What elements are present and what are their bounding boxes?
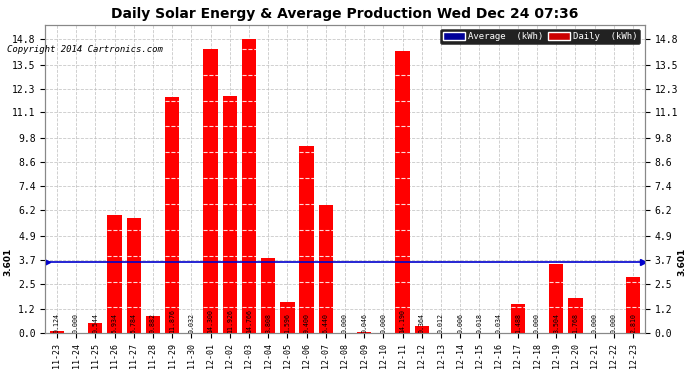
Text: Copyright 2014 Cartronics.com: Copyright 2014 Cartronics.com xyxy=(7,45,163,54)
Text: 0.000: 0.000 xyxy=(342,313,348,333)
Bar xyxy=(108,215,121,333)
Text: 6.440: 6.440 xyxy=(323,313,329,333)
Bar xyxy=(357,332,371,333)
Text: 2.810: 2.810 xyxy=(630,313,636,333)
Bar xyxy=(204,49,218,333)
Text: 1.488: 1.488 xyxy=(515,313,521,333)
Text: 3.601: 3.601 xyxy=(678,248,687,276)
Bar xyxy=(165,97,179,333)
Text: 11.926: 11.926 xyxy=(227,309,233,333)
Bar xyxy=(241,39,256,333)
Text: 1.768: 1.768 xyxy=(573,313,578,333)
Bar xyxy=(415,326,429,333)
Text: 14.766: 14.766 xyxy=(246,309,252,333)
Bar xyxy=(549,264,564,333)
Bar xyxy=(88,322,103,333)
Text: 0.544: 0.544 xyxy=(92,313,98,333)
Bar xyxy=(280,302,295,333)
Text: 0.124: 0.124 xyxy=(54,313,60,333)
Text: 0.046: 0.046 xyxy=(361,313,367,333)
Text: 3.504: 3.504 xyxy=(553,313,560,333)
Bar xyxy=(146,316,160,333)
Bar xyxy=(395,51,410,333)
Text: 0.000: 0.000 xyxy=(380,313,386,333)
Text: 14.300: 14.300 xyxy=(208,309,213,333)
Text: 0.000: 0.000 xyxy=(592,313,598,333)
Text: 14.190: 14.190 xyxy=(400,309,406,333)
Text: 0.000: 0.000 xyxy=(611,313,617,333)
Bar xyxy=(50,331,64,333)
Text: 5.784: 5.784 xyxy=(130,313,137,333)
Text: 0.006: 0.006 xyxy=(457,313,463,333)
Text: 0.000: 0.000 xyxy=(73,313,79,333)
Text: 3.601: 3.601 xyxy=(3,248,12,276)
Bar xyxy=(126,218,141,333)
Text: 0.032: 0.032 xyxy=(188,313,195,333)
Text: 9.400: 9.400 xyxy=(304,313,310,333)
Text: 0.000: 0.000 xyxy=(534,313,540,333)
Text: 0.018: 0.018 xyxy=(477,313,482,333)
Bar xyxy=(319,205,333,333)
Title: Daily Solar Energy & Average Production Wed Dec 24 07:36: Daily Solar Energy & Average Production … xyxy=(111,7,579,21)
Text: 5.934: 5.934 xyxy=(112,313,117,333)
Text: 11.876: 11.876 xyxy=(169,309,175,333)
Text: 0.364: 0.364 xyxy=(419,313,425,333)
Bar xyxy=(626,278,640,333)
Bar xyxy=(299,146,314,333)
Text: 0.882: 0.882 xyxy=(150,313,156,333)
Bar xyxy=(261,258,275,333)
Text: 0.012: 0.012 xyxy=(438,313,444,333)
Text: 0.034: 0.034 xyxy=(495,313,502,333)
Bar xyxy=(569,298,582,333)
Legend: Average  (kWh), Daily  (kWh): Average (kWh), Daily (kWh) xyxy=(440,29,640,44)
Bar xyxy=(511,304,525,333)
Text: 3.808: 3.808 xyxy=(265,313,271,333)
Text: 1.596: 1.596 xyxy=(284,313,290,333)
Bar xyxy=(223,96,237,333)
